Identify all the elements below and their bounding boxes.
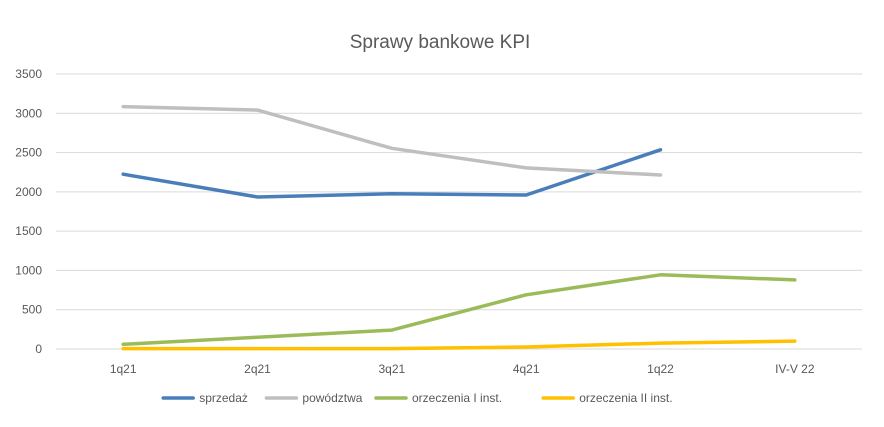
series-line-orzeczenia-ii-inst [121,339,797,351]
series-line-powodztwa [121,104,663,177]
legend-label-sprzedaz: sprzedaż [199,391,248,405]
x-tick-label: IV-V 22 [775,362,815,376]
legend-label-orzeczenia-ii-inst: orzeczenia II inst. [579,391,672,405]
series-line-sprzedaz [121,148,663,199]
legend-label-orzeczenia-i-inst: orzeczenia I inst. [412,391,502,405]
y-tick-label: 3500 [15,67,42,81]
series-line-orzeczenia-i-inst [121,273,797,347]
chart-title: Sprawy bankowe KPI [350,32,531,53]
y-tick-label: 2000 [15,185,42,199]
series-lines [121,104,797,351]
legend: sprzedaż powództwa orzeczenia I inst. orzec… [161,391,673,405]
y-tick-label: 1000 [15,263,42,277]
legend-label-powodztwa: powództwa [302,391,362,405]
y-tick-label: 0 [35,342,42,356]
y-axis-tick-labels: 0 500 1000 1500 2000 2500 3000 3500 [15,67,42,356]
x-axis-tick-labels: 1q21 2q21 3q21 4q21 1q22 IV-V 22 [110,362,815,376]
x-tick-label: 2q21 [244,362,271,376]
y-tick-label: 500 [22,303,42,317]
x-tick-label: 3q21 [378,362,405,376]
y-tick-label: 1500 [15,224,42,238]
x-tick-label: 1q22 [647,362,674,376]
y-tick-label: 2500 [15,146,42,160]
x-tick-label: 4q21 [513,362,540,376]
y-tick-label: 3000 [15,106,42,120]
x-tick-label: 1q21 [110,362,137,376]
